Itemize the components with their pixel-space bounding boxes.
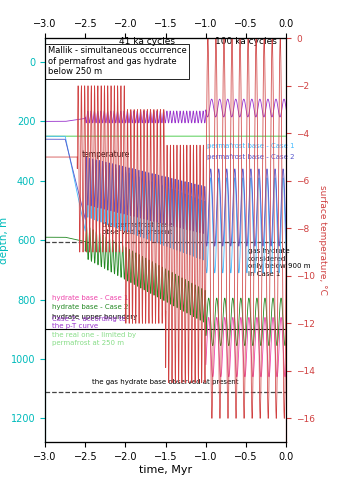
Text: the permafrost base
observed at present: the permafrost base observed at present	[102, 222, 173, 235]
X-axis label: time, Myr: time, Myr	[139, 465, 192, 475]
Y-axis label: depth, m: depth, m	[0, 217, 9, 264]
Text: permafrost base - Case 1: permafrost base - Case 1	[208, 143, 295, 149]
Text: 100 ka cycles: 100 ka cycles	[215, 37, 277, 46]
Text: the real one - limited by
permafrost at 250 m: the real one - limited by permafrost at …	[52, 332, 136, 346]
Text: Case 2 - according to
the p-T curve: Case 2 - according to the p-T curve	[52, 315, 126, 329]
Text: the gas hydrate base observed at present: the gas hydrate base observed at present	[92, 379, 239, 385]
Y-axis label: surface temperature, °C: surface temperature, °C	[318, 185, 327, 295]
Text: hydrate base - Case 1: hydrate base - Case 1	[52, 294, 128, 301]
Text: hydrate base - Case 2: hydrate base - Case 2	[52, 304, 128, 310]
Text: gas hydrate
considered
only below 900 m
in Case 1: gas hydrate considered only below 900 m …	[248, 249, 310, 277]
Text: hydrate upper boundary: hydrate upper boundary	[52, 314, 137, 320]
Text: 41 ka cycles: 41 ka cycles	[119, 37, 175, 46]
Text: permafrost base - Case 2: permafrost base - Case 2	[208, 153, 295, 160]
Text: temperature: temperature	[81, 150, 130, 159]
Text: Mallik - simultaneous occurrence
of permafrost and gas hydrate
below 250 m: Mallik - simultaneous occurrence of perm…	[48, 46, 186, 76]
